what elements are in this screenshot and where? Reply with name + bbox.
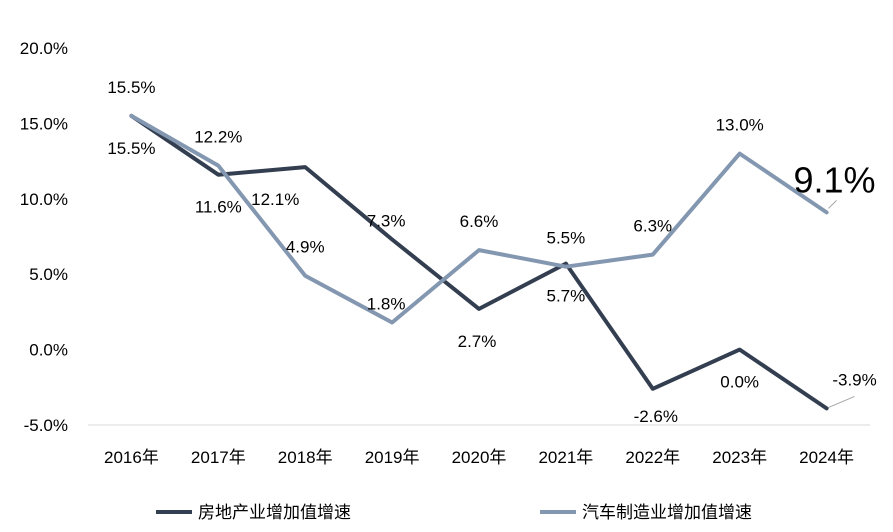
y-tick-label: 10.0% (20, 190, 68, 209)
legend-label: 房地产业增加值增速 (198, 503, 351, 522)
x-tick-label: 2023年 (712, 448, 767, 467)
x-tick-label: 2017年 (191, 448, 246, 467)
x-tick-label: 2018年 (278, 448, 333, 467)
legend-label: 汽车制造业增加值增速 (582, 503, 752, 522)
x-tick-label: 2019年 (365, 448, 420, 467)
y-tick-label: 20.0% (20, 39, 68, 58)
data-label: -2.6% (634, 407, 678, 426)
label-leader-line (828, 200, 837, 209)
data-label: 9.1% (794, 159, 876, 200)
x-tick-label: 2021年 (538, 448, 593, 467)
label-leader-line (828, 395, 855, 408)
data-label: 1.8% (367, 294, 406, 313)
data-label: 12.2% (194, 128, 242, 147)
x-tick-label: 2016年 (104, 448, 159, 467)
data-label: 13.0% (716, 116, 764, 135)
legend: 房地产业增加值增速 汽车制造业增加值增速 (156, 503, 752, 522)
data-label: 2.7% (458, 332, 497, 351)
x-axis: 2016年 2017年 2018年 2019年 2020年 2021年 2022年 2023年… (88, 424, 870, 467)
data-label: 7.3% (367, 212, 406, 231)
y-tick-label: 5.0% (29, 265, 68, 284)
data-labels: 15.5% 11.6% 12.1% 7.3% 2.7% 5.7% -2.6% 0.0% -3.9… (107, 78, 876, 426)
data-label: 4.9% (286, 238, 325, 257)
data-label: 15.5% (107, 139, 155, 158)
x-tick-label: 2020年 (452, 448, 507, 467)
y-axis: -5.0% 0.0% 5.0% 10.0% 15.0% 20.0% (20, 39, 68, 435)
y-tick-label: 0.0% (29, 341, 68, 360)
x-tick-label: 2022年 (625, 448, 680, 467)
data-label: 5.5% (547, 229, 586, 248)
data-label: 5.7% (547, 287, 586, 306)
data-label: 0.0% (720, 373, 759, 392)
data-label: -3.9% (832, 370, 876, 389)
x-tick-label: 2024年 (799, 448, 854, 467)
y-tick-label: -5.0% (24, 416, 68, 435)
data-label: 6.3% (633, 217, 672, 236)
data-label: 15.5% (107, 78, 155, 97)
y-tick-label: 15.0% (20, 114, 68, 133)
data-label: 6.6% (460, 212, 499, 231)
series-lines (129, 113, 829, 411)
data-label: 11.6% (195, 198, 242, 217)
data-label: 12.1% (251, 190, 299, 209)
series-line-1 (129, 113, 829, 411)
series-line-2 (129, 113, 829, 325)
